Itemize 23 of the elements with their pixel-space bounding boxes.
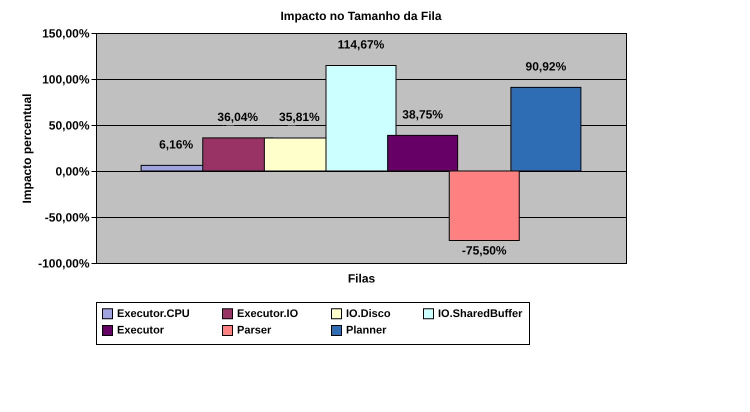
legend-label: Parser xyxy=(237,324,272,336)
legend-label: Executor xyxy=(117,324,165,336)
y-tick-label: 150,00% xyxy=(42,26,90,40)
y-tick-label: 0,00% xyxy=(55,164,90,178)
data-label: 35,81% xyxy=(279,110,320,124)
legend-label: Executor.IO xyxy=(237,308,299,320)
legend-label: Planner xyxy=(346,324,388,336)
legend-label: IO.SharedBuffer xyxy=(438,308,524,320)
y-axis-title: Impacto percentual xyxy=(20,93,34,204)
data-label: 36,04% xyxy=(217,110,258,124)
data-label: 114,67% xyxy=(338,38,385,52)
y-tick-label: 50,00% xyxy=(48,118,90,132)
data-label: 90,92% xyxy=(526,59,567,74)
chart-title: Impacto no Tamanho da Fila xyxy=(280,9,442,23)
y-tick-label: 100,00% xyxy=(42,72,90,86)
y-tick-label: -100,00% xyxy=(38,256,90,270)
legend-label: Executor.CPU xyxy=(117,308,190,320)
data-label: 6,16% xyxy=(159,137,194,152)
data-label: -75,50% xyxy=(462,243,507,258)
legend-label: IO.Disco xyxy=(346,308,391,320)
data-label: 38,75% xyxy=(402,107,444,122)
x-axis-title: Filas xyxy=(348,272,376,286)
y-tick-label: -50,00% xyxy=(44,210,90,224)
